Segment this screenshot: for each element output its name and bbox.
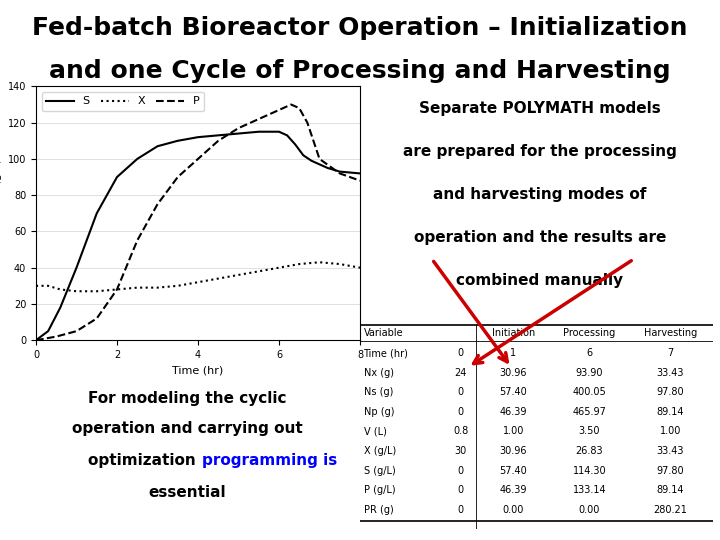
Text: Ns (g): Ns (g) xyxy=(364,387,393,397)
Text: optimization: optimization xyxy=(88,453,201,468)
Text: 280.21: 280.21 xyxy=(654,505,688,515)
Text: 93.90: 93.90 xyxy=(575,368,603,378)
Text: V (L): V (L) xyxy=(364,427,387,436)
Text: 0: 0 xyxy=(457,465,464,476)
Text: Initiation: Initiation xyxy=(492,328,535,338)
Text: operation and carrying out: operation and carrying out xyxy=(72,421,302,435)
Text: 30.96: 30.96 xyxy=(500,446,527,456)
Text: Separate POLYMATH models: Separate POLYMATH models xyxy=(419,100,661,116)
Text: 1.00: 1.00 xyxy=(503,427,524,436)
Text: 6: 6 xyxy=(586,348,593,359)
Text: 400.05: 400.05 xyxy=(572,387,606,397)
Text: 0.00: 0.00 xyxy=(579,505,600,515)
Text: 0: 0 xyxy=(457,505,464,515)
Text: 3.50: 3.50 xyxy=(579,427,600,436)
Text: are prepared for the processing: are prepared for the processing xyxy=(403,144,677,159)
Text: 57.40: 57.40 xyxy=(500,465,527,476)
Text: 89.14: 89.14 xyxy=(657,485,684,495)
Text: 0: 0 xyxy=(457,485,464,495)
Text: 0: 0 xyxy=(457,387,464,397)
Text: Fed-batch Bioreactor Operation – Initialization: Fed-batch Bioreactor Operation – Initial… xyxy=(32,16,688,40)
Text: 46.39: 46.39 xyxy=(500,407,527,417)
Text: Time (hr): Time (hr) xyxy=(364,348,408,359)
Text: 1: 1 xyxy=(510,348,516,359)
Text: 46.39: 46.39 xyxy=(500,485,527,495)
Text: 0: 0 xyxy=(457,348,464,359)
Text: 97.80: 97.80 xyxy=(657,387,684,397)
Text: 89.14: 89.14 xyxy=(657,407,684,417)
Text: 7: 7 xyxy=(667,348,674,359)
Text: and one Cycle of Processing and Harvesting: and one Cycle of Processing and Harvesti… xyxy=(49,59,671,83)
Text: 0.8: 0.8 xyxy=(453,427,468,436)
X-axis label: Time (hr): Time (hr) xyxy=(172,366,224,375)
Text: operation and the results are: operation and the results are xyxy=(414,230,666,245)
Text: 97.80: 97.80 xyxy=(657,465,684,476)
Y-axis label: Concentration (g/L): Concentration (g/L) xyxy=(0,159,2,267)
Text: P (g/L): P (g/L) xyxy=(364,485,395,495)
Text: 24: 24 xyxy=(454,368,467,378)
Text: For modeling the cyclic: For modeling the cyclic xyxy=(88,392,287,406)
Text: X (g/L): X (g/L) xyxy=(364,446,396,456)
Text: essential: essential xyxy=(148,485,226,500)
Text: combined manually: combined manually xyxy=(456,273,624,288)
Text: Harvesting: Harvesting xyxy=(644,328,697,338)
Text: S (g/L): S (g/L) xyxy=(364,465,395,476)
Text: 26.83: 26.83 xyxy=(575,446,603,456)
Text: 0: 0 xyxy=(457,407,464,417)
Text: 1.00: 1.00 xyxy=(660,427,681,436)
Text: 114.30: 114.30 xyxy=(572,465,606,476)
Text: 0.00: 0.00 xyxy=(503,505,524,515)
Text: 33.43: 33.43 xyxy=(657,446,684,456)
Text: 30: 30 xyxy=(454,446,467,456)
Text: 57.40: 57.40 xyxy=(500,387,527,397)
Text: programming is: programming is xyxy=(202,453,338,468)
Text: PR (g): PR (g) xyxy=(364,505,393,515)
Text: 465.97: 465.97 xyxy=(572,407,606,417)
Text: 33.43: 33.43 xyxy=(657,368,684,378)
Legend: S, X, P: S, X, P xyxy=(42,92,204,111)
Text: 30.96: 30.96 xyxy=(500,368,527,378)
Text: Np (g): Np (g) xyxy=(364,407,394,417)
Text: Variable: Variable xyxy=(364,328,403,338)
Text: Processing: Processing xyxy=(563,328,616,338)
Text: and harvesting modes of: and harvesting modes of xyxy=(433,187,647,202)
Text: Nx (g): Nx (g) xyxy=(364,368,394,378)
Text: 133.14: 133.14 xyxy=(572,485,606,495)
